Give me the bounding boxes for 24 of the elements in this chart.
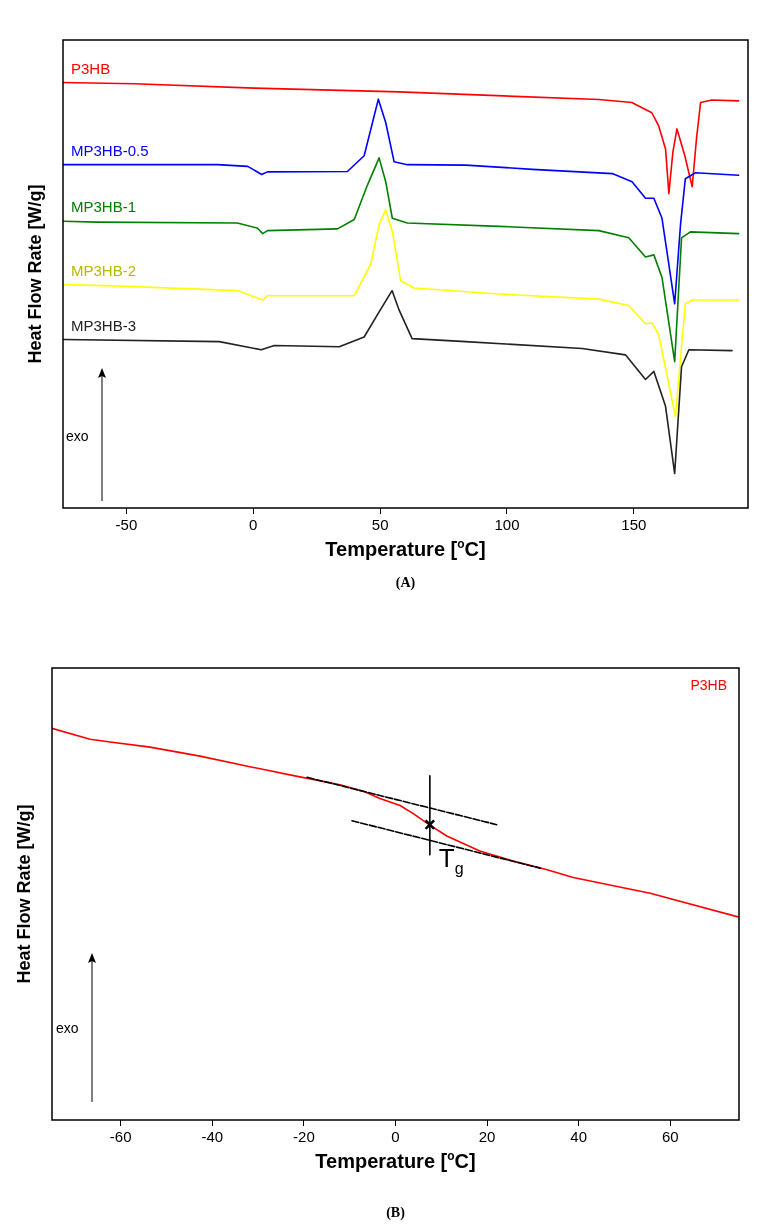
x-tick-label: 60: [661, 1128, 679, 1146]
x-tick-label: 40: [570, 1128, 588, 1146]
y-axis-title: Heat Flow Rate [W/g]: [25, 184, 45, 364]
series-label: P3HB: [71, 59, 111, 77]
series-label: MP3HB-2: [71, 261, 137, 279]
series-label: MP3HB-3: [71, 316, 137, 334]
y-axis-title: Heat Flow Rate [W/g]: [14, 804, 34, 984]
series-label: MP3HB-1: [71, 198, 137, 216]
x-tick-label: -50: [115, 516, 138, 534]
annotation: exo: [66, 427, 89, 444]
x-tick-label: 0: [249, 516, 258, 534]
x-tick-label: 0: [391, 1128, 400, 1146]
annotation: exo: [56, 1019, 79, 1036]
x-tick-label: 150: [621, 516, 647, 534]
text: (A): [395, 575, 416, 591]
x-tick-label: -60: [109, 1128, 132, 1146]
x-tick-label: -20: [293, 1128, 315, 1146]
x-tick-label: 100: [494, 516, 520, 534]
x-tick-label: 50: [371, 516, 389, 534]
x-tick-label: 20: [478, 1128, 496, 1146]
text: P3HB: [690, 677, 728, 693]
series-label: MP3HB-0.5: [71, 141, 149, 159]
text: (B): [386, 1205, 406, 1221]
x-tick-label: -40: [201, 1128, 224, 1146]
